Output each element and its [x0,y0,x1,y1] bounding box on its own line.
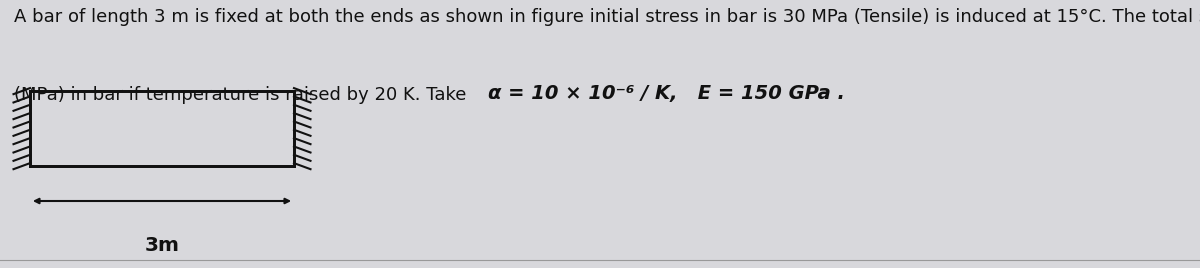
Text: 3m: 3m [144,236,180,255]
Text: α = 10 × 10⁻⁶ / K,   E = 150 GPa .: α = 10 × 10⁻⁶ / K, E = 150 GPa . [488,84,845,103]
Text: (MPa) in bar if temperature is raised by 20 K. Take: (MPa) in bar if temperature is raised by… [14,86,473,104]
Bar [30,91,294,166]
Text: A bar of length 3 m is fixed at both the ends as shown in figure initial stress : A bar of length 3 m is fixed at both the… [14,8,1200,26]
